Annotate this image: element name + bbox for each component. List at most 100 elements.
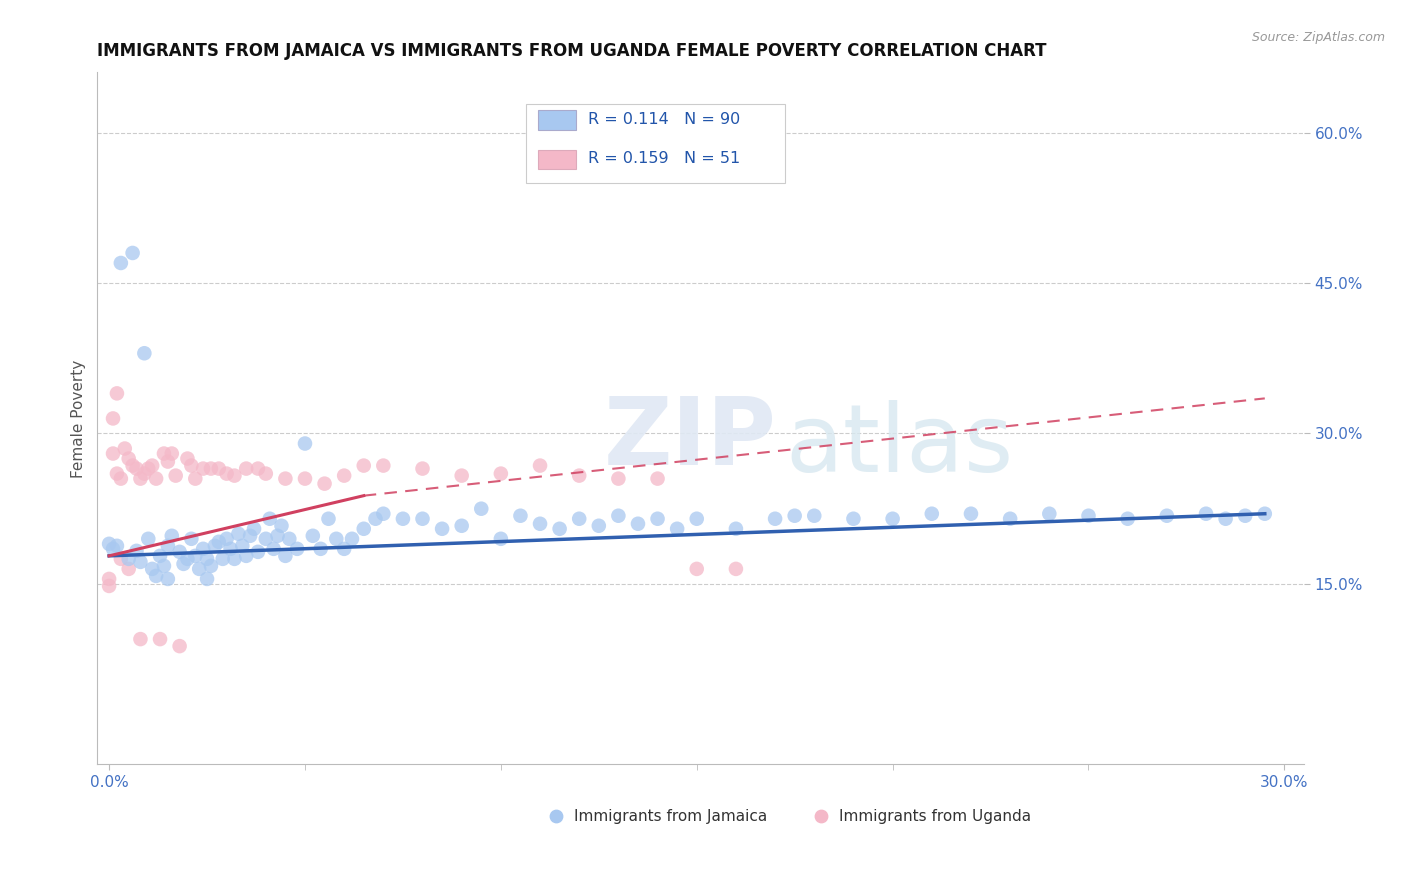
Point	[309, 541, 332, 556]
Point	[105, 539, 128, 553]
Point	[921, 507, 943, 521]
Point	[136, 461, 159, 475]
Point	[219, 541, 242, 556]
Point	[208, 534, 231, 549]
Point	[110, 472, 132, 486]
Point	[215, 467, 238, 481]
Point	[101, 411, 124, 425]
Point	[160, 446, 183, 460]
Text: Source: ZipAtlas.com: Source: ZipAtlas.com	[1251, 31, 1385, 45]
Point	[105, 386, 128, 401]
Point	[160, 529, 183, 543]
Point	[1038, 507, 1060, 521]
Point	[666, 522, 689, 536]
Point	[274, 472, 297, 486]
Point	[145, 472, 167, 486]
Point	[191, 541, 214, 556]
Point	[239, 529, 262, 543]
Point	[1215, 512, 1237, 526]
Point	[184, 549, 207, 563]
Text: atlas: atlas	[785, 401, 1014, 492]
Point	[149, 632, 172, 646]
Point	[235, 461, 257, 475]
Point	[270, 518, 292, 533]
Point	[568, 468, 591, 483]
Point	[110, 256, 132, 270]
Point	[110, 552, 132, 566]
Point	[450, 518, 472, 533]
Point	[301, 529, 323, 543]
Point	[211, 552, 233, 566]
Point	[783, 508, 806, 523]
Point	[1077, 508, 1099, 523]
Point	[134, 346, 156, 360]
Point	[686, 512, 709, 526]
Point	[134, 467, 156, 481]
Point	[353, 458, 375, 473]
Point	[724, 522, 747, 536]
Point	[568, 512, 591, 526]
Point	[724, 562, 747, 576]
Point	[686, 562, 709, 576]
Point	[200, 461, 222, 475]
Point	[191, 461, 214, 475]
Point	[136, 532, 159, 546]
Point	[129, 555, 152, 569]
Point	[129, 472, 152, 486]
Point	[118, 552, 141, 566]
Point	[763, 512, 786, 526]
Point	[470, 501, 492, 516]
Point	[224, 552, 246, 566]
Point	[118, 451, 141, 466]
Point	[204, 539, 226, 553]
Point	[246, 461, 269, 475]
Point	[607, 472, 630, 486]
Point	[430, 522, 453, 536]
Point	[548, 522, 571, 536]
Point	[195, 572, 218, 586]
Point	[156, 539, 179, 553]
Point	[647, 472, 669, 486]
Point	[412, 512, 434, 526]
Point	[340, 532, 363, 546]
Point	[176, 451, 198, 466]
Point	[125, 544, 148, 558]
Point	[1254, 507, 1277, 521]
Point	[1156, 508, 1178, 523]
Point	[121, 458, 143, 473]
Point	[373, 458, 395, 473]
Point	[180, 532, 202, 546]
Point	[489, 532, 512, 546]
Point	[169, 545, 191, 559]
Point	[235, 549, 257, 563]
Point	[176, 552, 198, 566]
Text: ZIP: ZIP	[605, 393, 778, 485]
Point	[173, 557, 195, 571]
Point	[129, 632, 152, 646]
Point	[156, 572, 179, 586]
FancyBboxPatch shape	[537, 111, 576, 130]
FancyBboxPatch shape	[537, 150, 576, 169]
Point	[263, 541, 285, 556]
Point	[153, 446, 176, 460]
Point	[294, 436, 316, 450]
Point	[509, 508, 531, 523]
Point	[529, 516, 551, 531]
Point	[364, 512, 387, 526]
Point	[149, 549, 172, 563]
Point	[325, 532, 347, 546]
Point	[141, 562, 163, 576]
Point	[121, 246, 143, 260]
Point	[246, 545, 269, 559]
Point	[314, 476, 336, 491]
Point	[98, 572, 121, 586]
Text: R = 0.159   N = 51: R = 0.159 N = 51	[589, 152, 741, 167]
Point	[231, 539, 253, 553]
Point	[169, 639, 191, 653]
Point	[274, 549, 297, 563]
Point	[180, 458, 202, 473]
Point	[803, 508, 825, 523]
Point	[960, 507, 983, 521]
Point	[647, 512, 669, 526]
Point	[195, 552, 218, 566]
